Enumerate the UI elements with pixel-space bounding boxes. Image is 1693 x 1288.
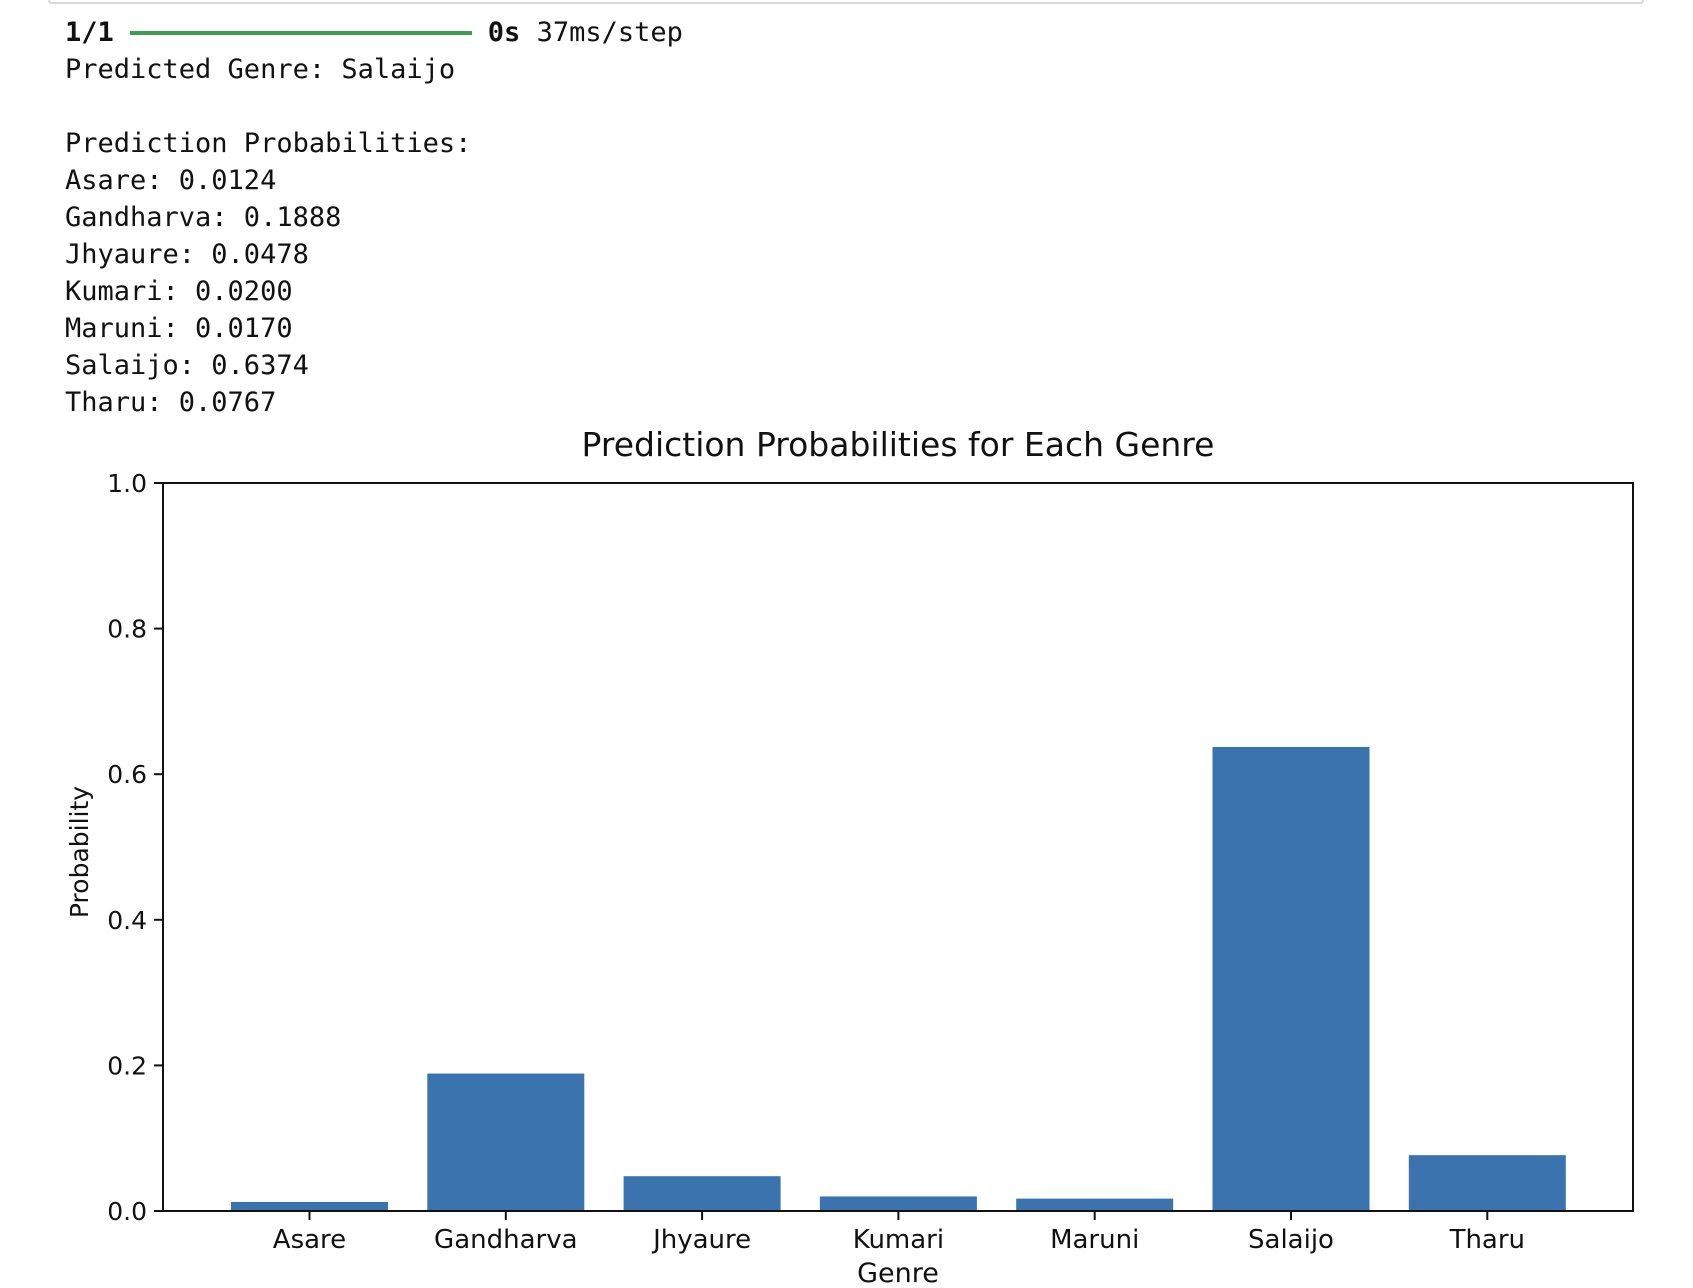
console-output: 1/1 0s 37ms/step Predicted Genre: Salaij… [65,14,683,421]
y-axis-label: Probability [65,786,94,918]
bar-salaijo [1212,746,1370,1211]
x-tick-label-salaijo: Salaijo [1248,1225,1334,1255]
prob-line-jhyaure: Jhyaure: 0.0478 [65,239,309,270]
progress-bar [129,30,472,35]
progress-time: 0s [487,17,521,48]
probabilities-header: Prediction Probabilities: [65,128,472,159]
bars-group [231,746,1566,1211]
x-tick-label-maruni: Maruni [1050,1225,1139,1255]
prob-line-maruni: Maruni: 0.0170 [65,313,293,344]
chart-title: Prediction Probabilities for Each Genre [582,425,1215,464]
bar-gandharva [427,1073,585,1211]
plot-frame [162,482,1634,1212]
progress-rate: 37ms/step [536,17,683,48]
bar-chart: Prediction Probabilities for Each Genre … [65,425,1634,1288]
x-tick-label-jhyaure: Jhyaure [651,1225,751,1255]
y-tick-label: 0.6 [107,760,147,789]
x-tick-label-tharu: Tharu [1449,1225,1525,1255]
x-axis-label: Genre [857,1258,939,1288]
y-tick-label: 0.0 [107,1197,147,1226]
y-ticks-group: 0.0 0.2 0.4 0.6 0.8 1.0 [107,469,163,1226]
x-tick-label-asare: Asare [273,1225,346,1255]
predicted-genre-line: Predicted Genre: Salaijo [65,54,456,85]
x-ticks-group: Asare Gandharva Jhyaure Kumari Maruni Salaijo… [273,1211,1525,1255]
progress-step: 1/1 [65,17,114,48]
y-tick-label: 0.8 [107,615,147,644]
x-tick-label-gandharva: Gandharva [434,1225,577,1255]
bar-jhyaure [623,1176,781,1211]
prob-line-tharu: Tharu: 0.0767 [65,387,277,418]
x-tick-label-kumari: Kumari [853,1225,944,1255]
y-tick-label: 1.0 [107,469,147,498]
progress-line: 1/1 0s 37ms/step [65,14,683,51]
bar-asare [231,1201,388,1211]
blank-line [65,88,683,125]
bar-kumari [819,1196,977,1211]
progress-spacer [520,14,536,51]
cell-top-border [48,0,1644,4]
prob-line-asare: Asare: 0.0124 [65,165,277,196]
prob-line-salaijo: Salaijo: 0.6374 [65,350,309,381]
prob-line-kumari: Kumari: 0.0200 [65,276,293,307]
progress-bar-fill [129,30,472,35]
bar-maruni [1016,1198,1174,1211]
y-tick-label: 0.4 [107,906,147,935]
prob-line-gandharva: Gandharva: 0.1888 [65,202,342,233]
bar-tharu [1408,1155,1566,1211]
y-tick-label: 0.2 [107,1051,147,1080]
